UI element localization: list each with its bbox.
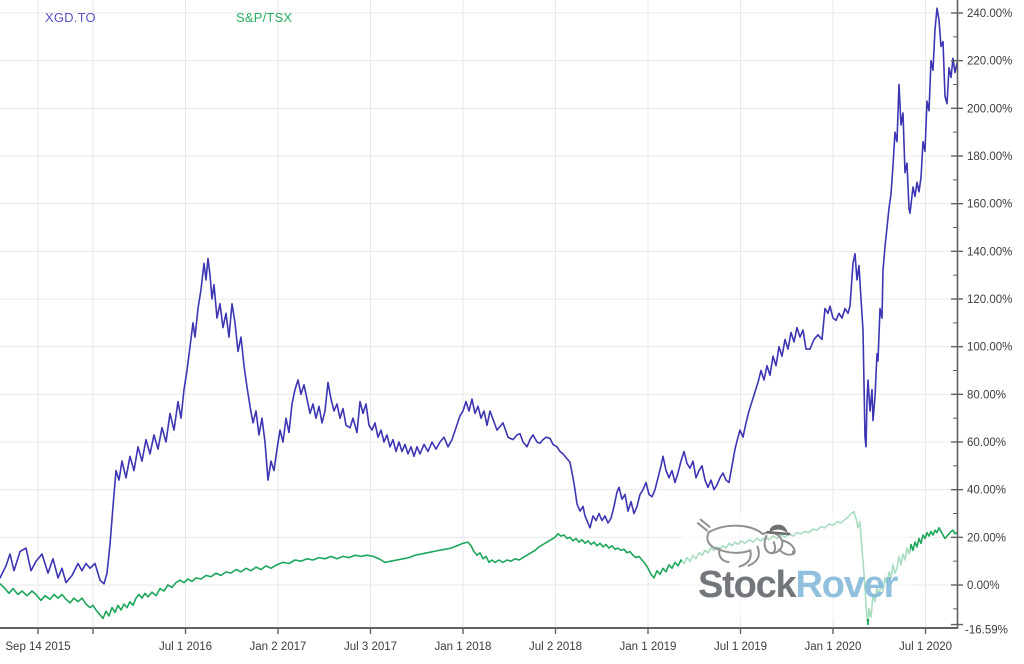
legend-xgd[interactable]: XGD.TO	[45, 10, 96, 25]
x-tick-label: Jul 1 2019	[714, 641, 767, 653]
xgd-series-line	[0, 7, 958, 585]
y-tick-label: 160.00%	[967, 199, 1012, 211]
x-tick-label: Jan 2 2017	[250, 641, 307, 653]
x-tick-label: Jul 1 2016	[159, 641, 212, 653]
x-tick-label: Jul 1 2020	[899, 641, 952, 653]
sptsx-series-line	[0, 511, 958, 626]
x-tick-label: Jul 3 2017	[344, 641, 397, 653]
y-tick-label: 40.00%	[967, 485, 1006, 497]
y-tick-label: 200.00%	[967, 103, 1012, 115]
x-tick-label: Jan 1 2020	[805, 641, 862, 653]
y-tick-label: 120.00%	[967, 294, 1012, 306]
y-min-label: -16.59%	[965, 625, 1008, 637]
y-tick-label: 60.00%	[967, 437, 1006, 449]
dog-hat	[766, 524, 791, 536]
dog-nose	[792, 550, 796, 554]
x-tick-label: Sep 14 2015	[5, 641, 70, 653]
dog-sketch-icon	[696, 518, 796, 568]
y-tick-label: 20.00%	[967, 532, 1006, 544]
x-tick-label: Jul 2 2018	[529, 641, 582, 653]
logo-text-rover: Rover	[795, 564, 898, 606]
x-tick-label: Jan 1 2018	[435, 641, 492, 653]
y-tick-label: 180.00%	[967, 151, 1012, 163]
stockrover-logo: StockRover	[698, 564, 898, 607]
y-tick-label: 0.00%	[967, 580, 1000, 592]
y-tick-label: 220.00%	[967, 56, 1012, 68]
y-tick-label: 80.00%	[967, 389, 1006, 401]
legend-sptsx[interactable]: S&P/TSX	[236, 10, 293, 25]
stockrover-watermark: StockRover	[682, 512, 910, 619]
y-tick-label: 140.00%	[967, 246, 1012, 258]
y-tick-label: 100.00%	[967, 342, 1012, 354]
y-tick-label: 240.00%	[967, 8, 1012, 20]
x-tick-label: Jan 1 2019	[620, 641, 677, 653]
logo-text-stock: Stock	[698, 564, 797, 606]
